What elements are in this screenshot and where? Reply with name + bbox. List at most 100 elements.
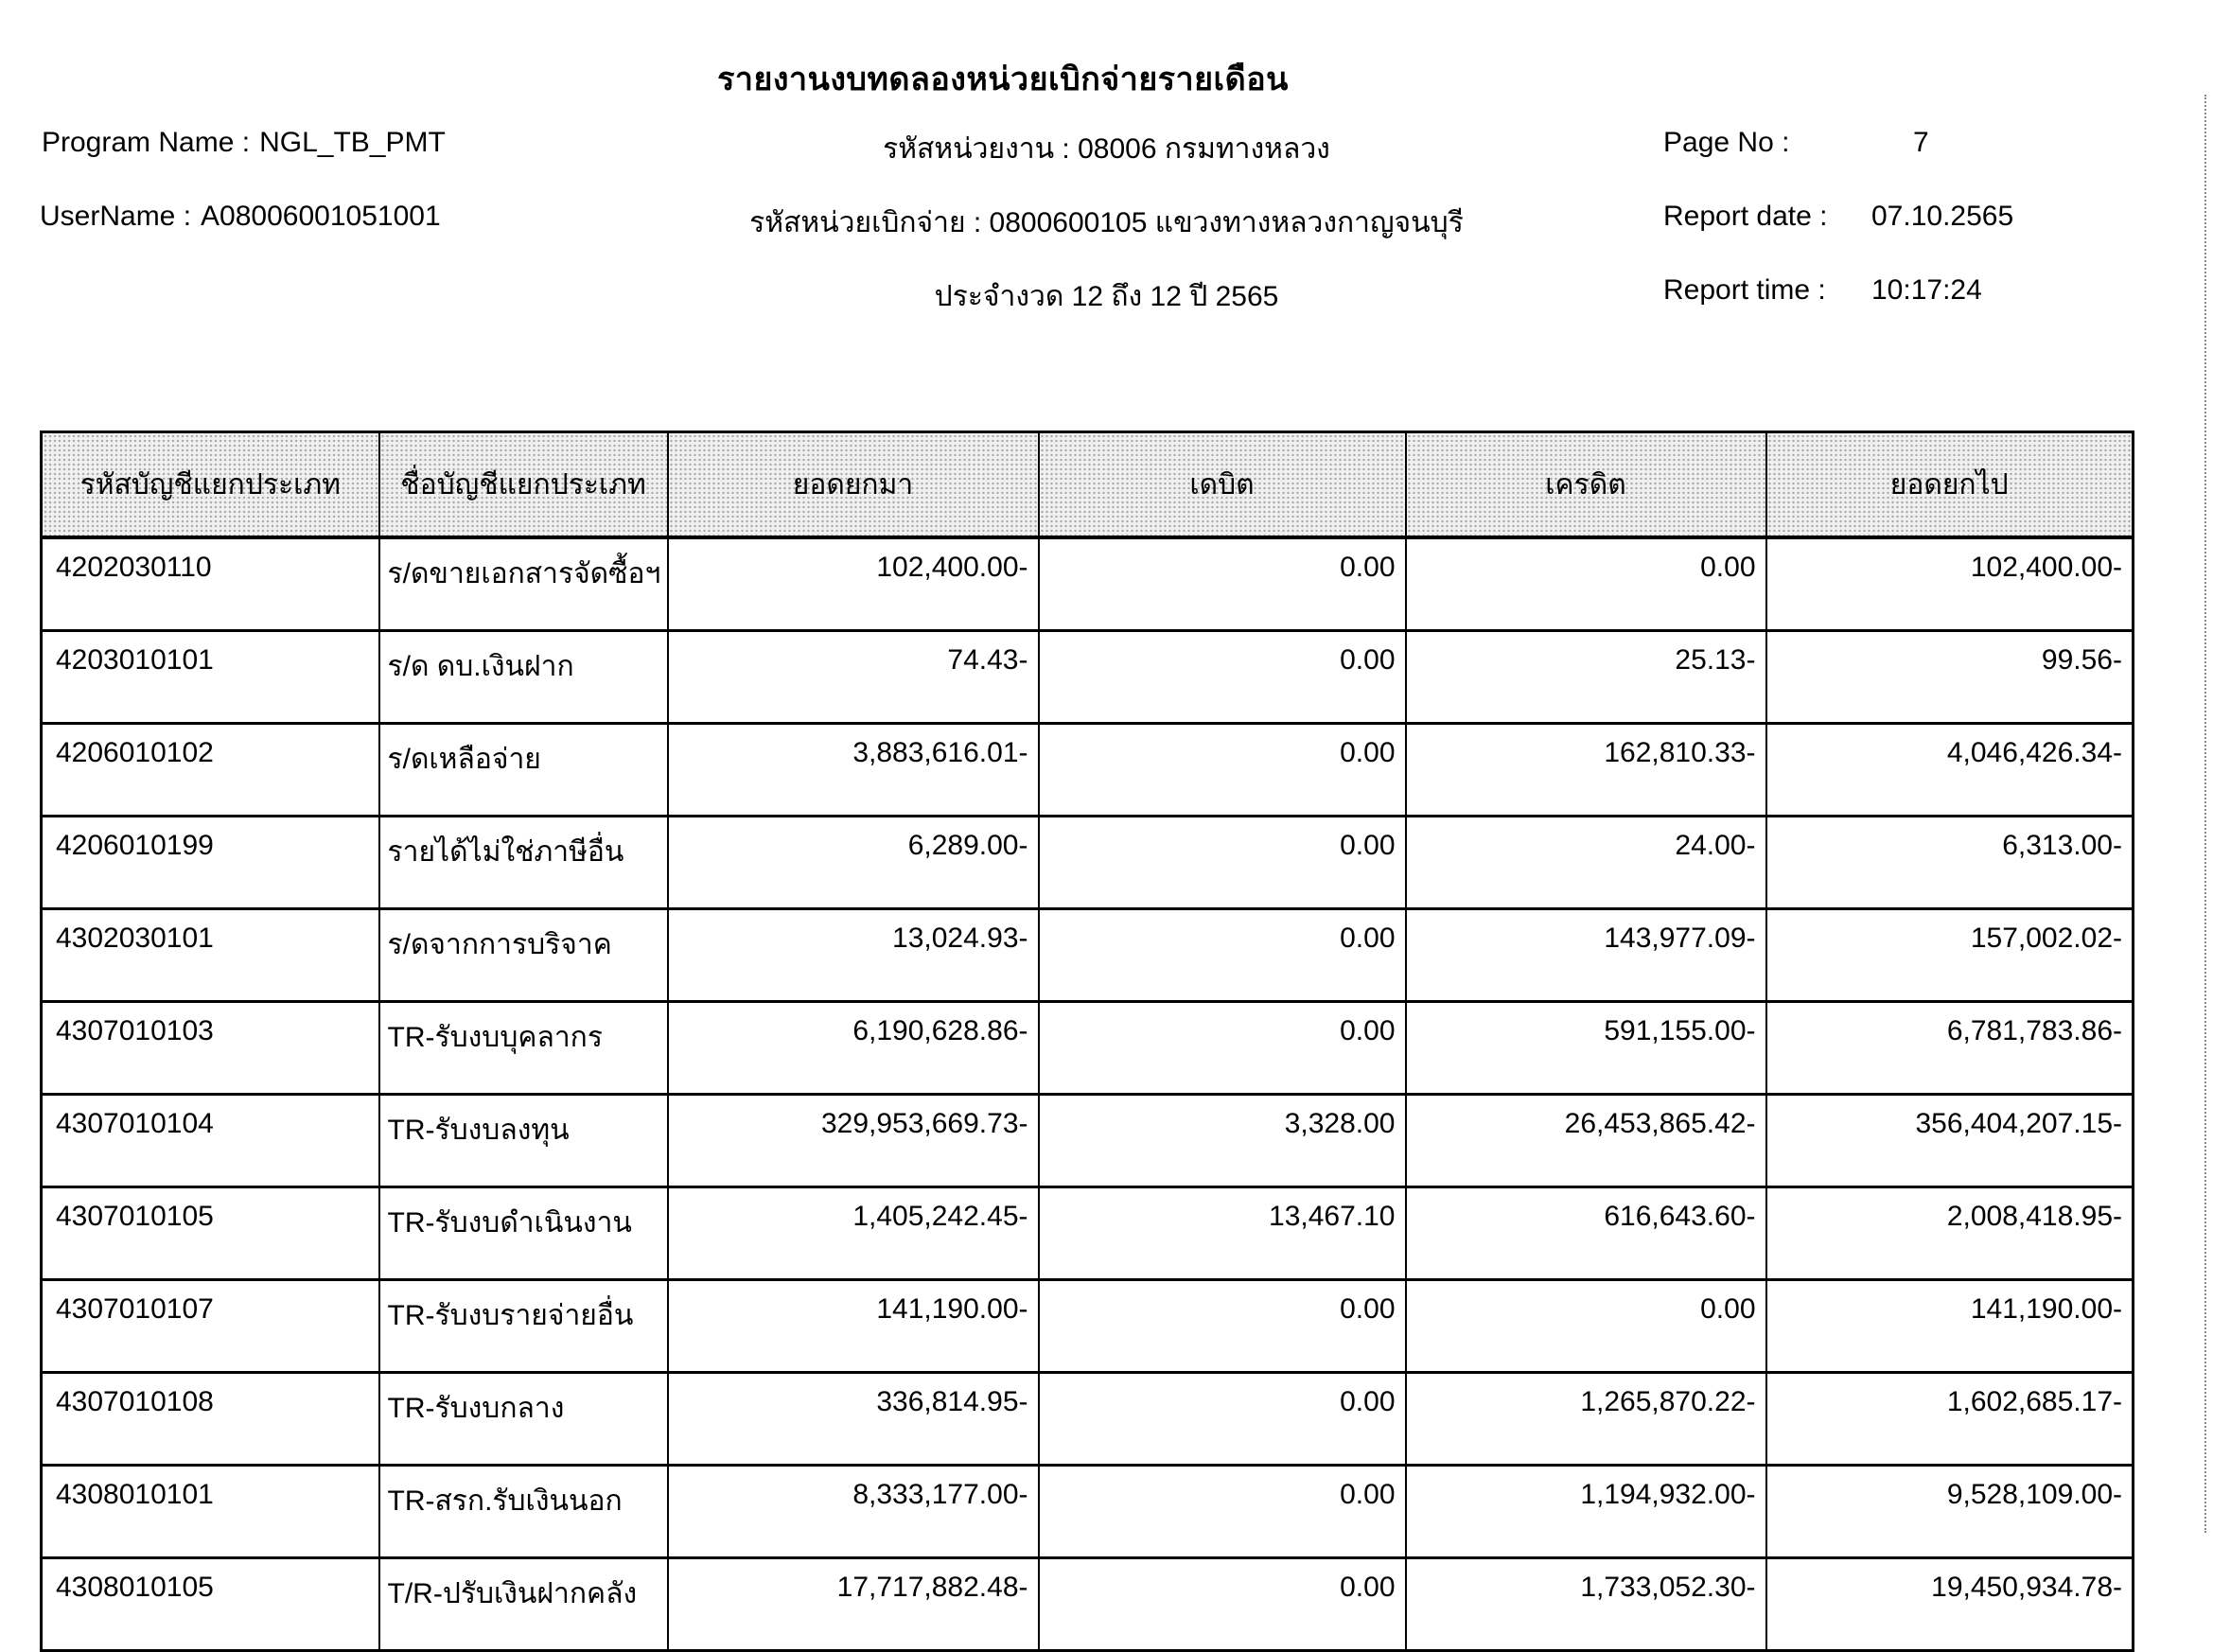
account-code-cell: 4307010107: [40, 1278, 380, 1374]
debit-cell: 3,328.00: [1037, 1093, 1407, 1188]
program-name-line: Program Name : NGL_TB_PMT: [42, 127, 446, 159]
balance-brought-forward-cell: 13,024.93-: [666, 907, 1040, 1003]
debit-cell: 0.00: [1037, 1464, 1407, 1559]
username-line: UserName : A08006001051001: [40, 201, 441, 233]
table-row: 4206010102 ร/ดเหลือจ่าย 3,883,616.01- 0.00 1…: [40, 722, 2134, 817]
table-row: 4206010199 รายได้ไม่ใช่ภาษีอื่น 6,289.00- 0…: [40, 815, 2134, 910]
page-no-value: 7: [1913, 127, 1929, 158]
page-no-label: Page No :: [1663, 127, 1790, 158]
credit-cell: 25.13-: [1404, 629, 1767, 725]
agency-code-line: รหัสหน่วยงาน : 08006 กรมทางหลวง: [883, 133, 1330, 165]
report-title: รายงานงบทดลองหน่วยเบิกจ่ายรายเดือน: [717, 62, 1289, 97]
balance-brought-forward-cell: 6,190,628.86-: [666, 1000, 1040, 1096]
debit-cell: 0.00: [1037, 1000, 1407, 1096]
table-row: 4307010104 TR-รับงบลงทุน 329,953,669.73- 3,…: [40, 1093, 2134, 1188]
debit-cell: 0.00: [1037, 1278, 1407, 1374]
account-code-cell: 4203010101: [40, 629, 380, 725]
debit-cell: 13,467.10: [1037, 1186, 1407, 1281]
credit-cell: 0.00: [1404, 1278, 1767, 1374]
debit-cell: 0.00: [1037, 815, 1407, 910]
debit-cell: 0.00: [1037, 629, 1407, 725]
credit-cell: 1,265,870.22-: [1404, 1371, 1767, 1467]
column-header-balance-carried-forward: ยอดยกไป: [1765, 431, 2134, 539]
account-code-cell: 4206010102: [40, 722, 380, 817]
account-code-cell: 4307010105: [40, 1186, 380, 1281]
account-name-cell: ร/ดจากการบริจาค: [378, 907, 669, 1003]
table-row: 4302030101 ร/ดจากการบริจาค 13,024.93- 0.00 1…: [40, 907, 2134, 1003]
balance-brought-forward-cell: 17,717,882.48-: [666, 1556, 1040, 1652]
account-code-cell: 4308010101: [40, 1464, 380, 1559]
balance-brought-forward-cell: 1,405,242.45-: [666, 1186, 1040, 1281]
table-row: 4307010103 TR-รับงบบุคลากร 6,190,628.86- 0.…: [40, 1000, 2134, 1096]
trial-balance-table: รหัสบัญชีแยกประเภท ชื่อบัญชีแยกประเภท ยอ…: [40, 431, 2134, 1652]
report-page: รายงานงบทดลองหน่วยเบิกจ่ายรายเดือน Progr…: [40, 62, 2206, 1652]
account-code-cell: 4307010104: [40, 1093, 380, 1188]
balance-brought-forward-cell: 141,190.00-: [666, 1278, 1040, 1374]
balance-carried-forward-cell: 99.56-: [1765, 629, 2134, 725]
balance-brought-forward-cell: 74.43-: [666, 629, 1040, 725]
credit-cell: 0.00: [1404, 536, 1767, 632]
credit-cell: 143,977.09-: [1404, 907, 1767, 1003]
account-code-cell: 4302030101: [40, 907, 380, 1003]
account-name-cell: TR-รับงบลงทุน: [378, 1093, 669, 1188]
account-code-cell: 4307010103: [40, 1000, 380, 1096]
credit-cell: 616,643.60-: [1404, 1186, 1767, 1281]
program-name-value: NGL_TB_PMT: [259, 127, 446, 158]
account-name-cell: ร/ดขายเอกสารจัดซื้อฯ: [378, 536, 669, 632]
account-code-cell: 4308010105: [40, 1556, 380, 1652]
balance-carried-forward-cell: 9,528,109.00-: [1765, 1464, 2134, 1559]
column-header-account-code: รหัสบัญชีแยกประเภท: [40, 431, 380, 539]
credit-cell: 162,810.33-: [1404, 722, 1767, 817]
program-name-label: Program Name :: [42, 127, 251, 158]
table-row: 4308010105 T/R-ปรับเงินฝากคลัง 17,717,882.…: [40, 1556, 2134, 1652]
table-header-row: รหัสบัญชีแยกประเภท ชื่อบัญชีแยกประเภท ยอ…: [40, 431, 2134, 539]
credit-cell: 1,194,932.00-: [1404, 1464, 1767, 1559]
report-date-value: 07.10.2565: [1871, 201, 2014, 232]
table-row: 4307010108 TR-รับงบกลาง 336,814.95- 0.00 1,2…: [40, 1371, 2134, 1467]
column-header-debit: เดบิต: [1037, 431, 1407, 539]
account-name-cell: ร/ดเหลือจ่าย: [378, 722, 669, 817]
balance-brought-forward-cell: 329,953,669.73-: [666, 1093, 1040, 1188]
credit-cell: 591,155.00-: [1404, 1000, 1767, 1096]
account-name-cell: รายได้ไม่ใช่ภาษีอื่น: [378, 815, 669, 910]
balance-brought-forward-cell: 336,814.95-: [666, 1371, 1040, 1467]
account-name-cell: TR-รับงบบุคลากร: [378, 1000, 669, 1096]
username-value: A08006001051001: [201, 201, 441, 232]
debit-cell: 0.00: [1037, 1371, 1407, 1467]
scan-edge-artifact: [2204, 95, 2206, 1533]
credit-cell: 1,733,052.30-: [1404, 1556, 1767, 1652]
period-line: ประจำงวด 12 ถึง 12 ปี 2565: [934, 281, 1279, 312]
column-header-credit: เครดิต: [1404, 431, 1767, 539]
balance-brought-forward-cell: 3,883,616.01-: [666, 722, 1040, 817]
credit-cell: 26,453,865.42-: [1404, 1093, 1767, 1188]
account-name-cell: TR-รับงบรายจ่ายอื่น: [378, 1278, 669, 1374]
balance-carried-forward-cell: 4,046,426.34-: [1765, 722, 2134, 817]
balance-brought-forward-cell: 8,333,177.00-: [666, 1464, 1040, 1559]
account-code-cell: 4206010199: [40, 815, 380, 910]
account-name-cell: TR-สรก.รับเงินนอก: [378, 1464, 669, 1559]
balance-carried-forward-cell: 1,602,685.17-: [1765, 1371, 2134, 1467]
credit-cell: 24.00-: [1404, 815, 1767, 910]
balance-brought-forward-cell: 102,400.00-: [666, 536, 1040, 632]
table-row: 4203010101 ร/ด ดบ.เงินฝาก 74.43- 0.00 25.13-…: [40, 629, 2134, 725]
debit-cell: 0.00: [1037, 722, 1407, 817]
report-date-label: Report date :: [1663, 201, 1828, 232]
debit-cell: 0.00: [1037, 907, 1407, 1003]
debit-cell: 0.00: [1037, 1556, 1407, 1652]
balance-carried-forward-cell: 356,404,207.15-: [1765, 1093, 2134, 1188]
account-name-cell: ร/ด ดบ.เงินฝาก: [378, 629, 669, 725]
balance-carried-forward-cell: 102,400.00-: [1765, 536, 2134, 632]
balance-brought-forward-cell: 6,289.00-: [666, 815, 1040, 910]
report-time-label: Report time :: [1663, 274, 1826, 306]
balance-carried-forward-cell: 2,008,418.95-: [1765, 1186, 2134, 1281]
username-label: UserName :: [40, 201, 192, 232]
balance-carried-forward-cell: 19,450,934.78-: [1765, 1556, 2134, 1652]
table-row: 4307010105 TR-รับงบดำเนินงาน 1,405,242.45-…: [40, 1186, 2134, 1281]
table-row: 4308010101 TR-สรก.รับเงินนอก 8,333,177.00-…: [40, 1464, 2134, 1559]
account-code-cell: 4202030110: [40, 536, 380, 632]
table-row: 4202030110 ร/ดขายเอกสารจัดซื้อฯ 102,400.00…: [40, 536, 2134, 632]
balance-carried-forward-cell: 141,190.00-: [1765, 1278, 2134, 1374]
balance-carried-forward-cell: 6,313.00-: [1765, 815, 2134, 910]
balance-carried-forward-cell: 157,002.02-: [1765, 907, 2134, 1003]
disbursement-unit-line: รหัสหน่วยเบิกจ่าย : 0800600105 แขวงทางหล…: [749, 207, 1464, 238]
